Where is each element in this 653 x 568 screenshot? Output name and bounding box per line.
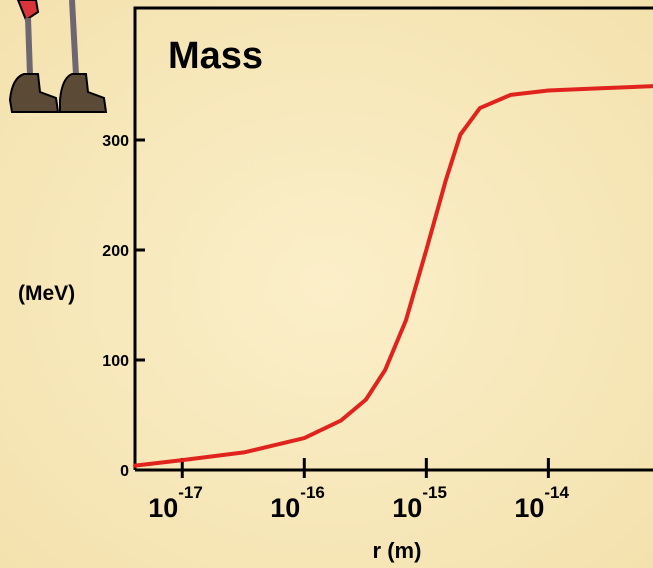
x-tick-label: 10 — [392, 493, 422, 523]
y-tick-label: 300 — [102, 133, 129, 150]
x-tick-exponent: -16 — [300, 483, 325, 502]
x-tick-label: 10 — [270, 493, 300, 523]
y-axis-label: (MeV) — [18, 282, 75, 305]
x-axis-label: r (m) — [373, 538, 422, 563]
line-series — [133, 84, 653, 468]
y-tick-label: 100 — [102, 353, 129, 370]
x-tick-exponent: -14 — [544, 483, 569, 502]
plot-frame — [133, 6, 653, 472]
x-tick-label: 10 — [514, 493, 544, 523]
x-tick-exponent: -15 — [422, 483, 447, 502]
x-tick-label: 10 — [148, 493, 178, 523]
y-tick-label: 200 — [102, 243, 129, 260]
x-tick-exponent: -17 — [178, 483, 203, 502]
cartoon-figure — [8, 0, 108, 113]
y-tick-label: 0 — [120, 463, 129, 480]
chart-title: Mass — [168, 35, 263, 77]
